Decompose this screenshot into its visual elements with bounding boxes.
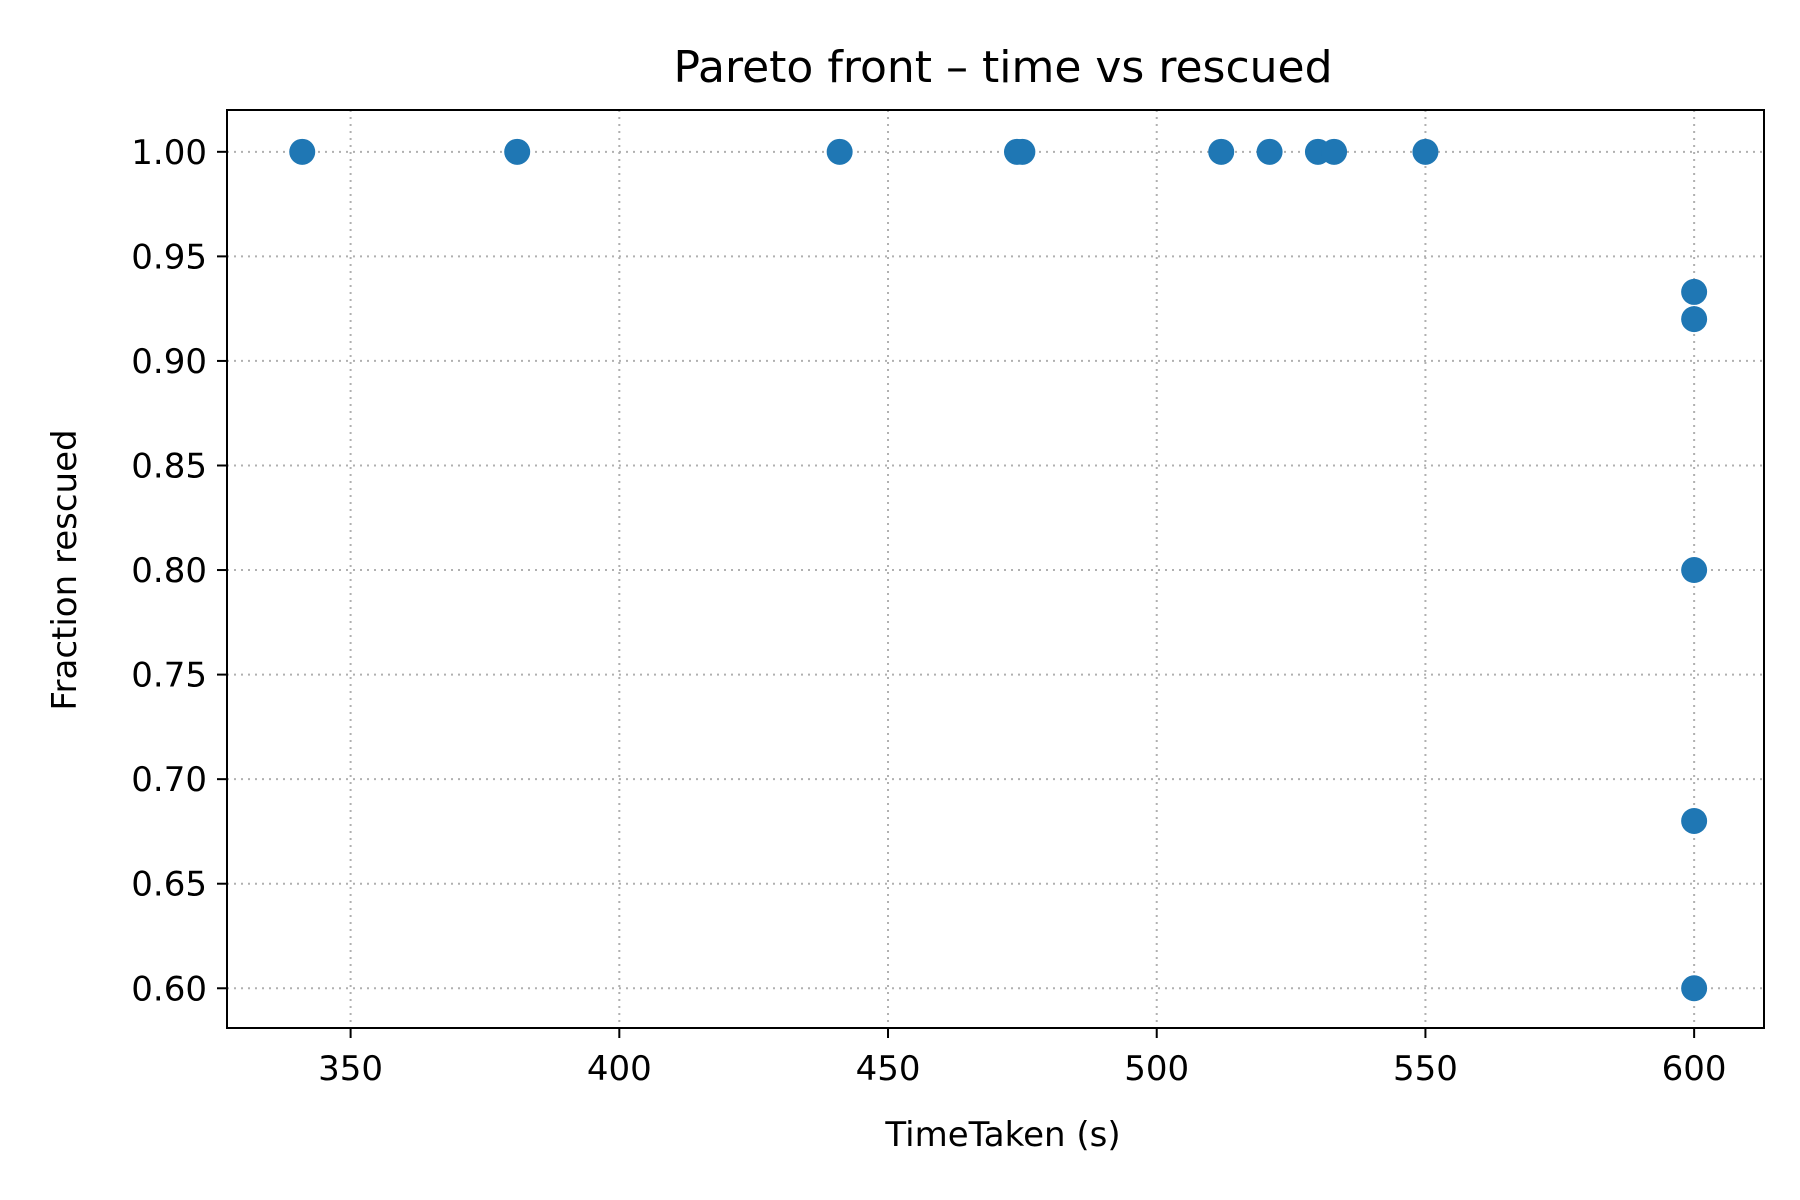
grid-lines bbox=[227, 110, 1764, 1028]
plot-frame bbox=[226, 109, 1765, 1029]
data-point bbox=[1681, 278, 1708, 305]
data-point bbox=[1321, 138, 1348, 165]
x-axis-label: TimeTaken (s) bbox=[884, 1115, 1120, 1155]
x-tick-label: 550 bbox=[1393, 1049, 1458, 1089]
data-point bbox=[1681, 975, 1708, 1002]
data-point bbox=[1681, 807, 1708, 834]
y-tick-label: 1.00 bbox=[131, 133, 207, 173]
y-tick-label: 0.75 bbox=[131, 656, 207, 696]
axis-ticks: 350 400 450 500 550 600 0.60 0.65 0.70 0.75 0.80 0.… bbox=[131, 133, 1726, 1089]
data-point bbox=[504, 138, 531, 165]
y-tick-label: 0.70 bbox=[131, 760, 207, 800]
y-tick-label: 0.85 bbox=[131, 446, 207, 486]
data-point bbox=[1009, 138, 1036, 165]
y-axis-label: Fraction rescued bbox=[45, 429, 85, 710]
data-point bbox=[1256, 138, 1283, 165]
y-tick-label: 0.65 bbox=[131, 865, 207, 905]
x-tick-label: 400 bbox=[587, 1049, 652, 1089]
data-point bbox=[1681, 557, 1708, 584]
x-tick-label: 500 bbox=[1124, 1049, 1189, 1089]
data-points bbox=[289, 138, 1708, 1002]
y-tick-label: 0.80 bbox=[131, 551, 207, 591]
x-tick-label: 450 bbox=[856, 1049, 921, 1089]
chart-title: Pareto front – time vs rescued bbox=[673, 42, 1332, 93]
data-point bbox=[289, 138, 316, 165]
y-tick-label: 0.60 bbox=[131, 969, 207, 1009]
data-point bbox=[826, 138, 853, 165]
x-tick-label: 350 bbox=[318, 1049, 383, 1089]
y-tick-label: 0.95 bbox=[131, 237, 207, 277]
x-tick-label: 600 bbox=[1662, 1049, 1727, 1089]
y-tick-label: 0.90 bbox=[131, 342, 207, 382]
data-point bbox=[1412, 138, 1439, 165]
data-point bbox=[1681, 306, 1708, 333]
data-point bbox=[1208, 138, 1235, 165]
